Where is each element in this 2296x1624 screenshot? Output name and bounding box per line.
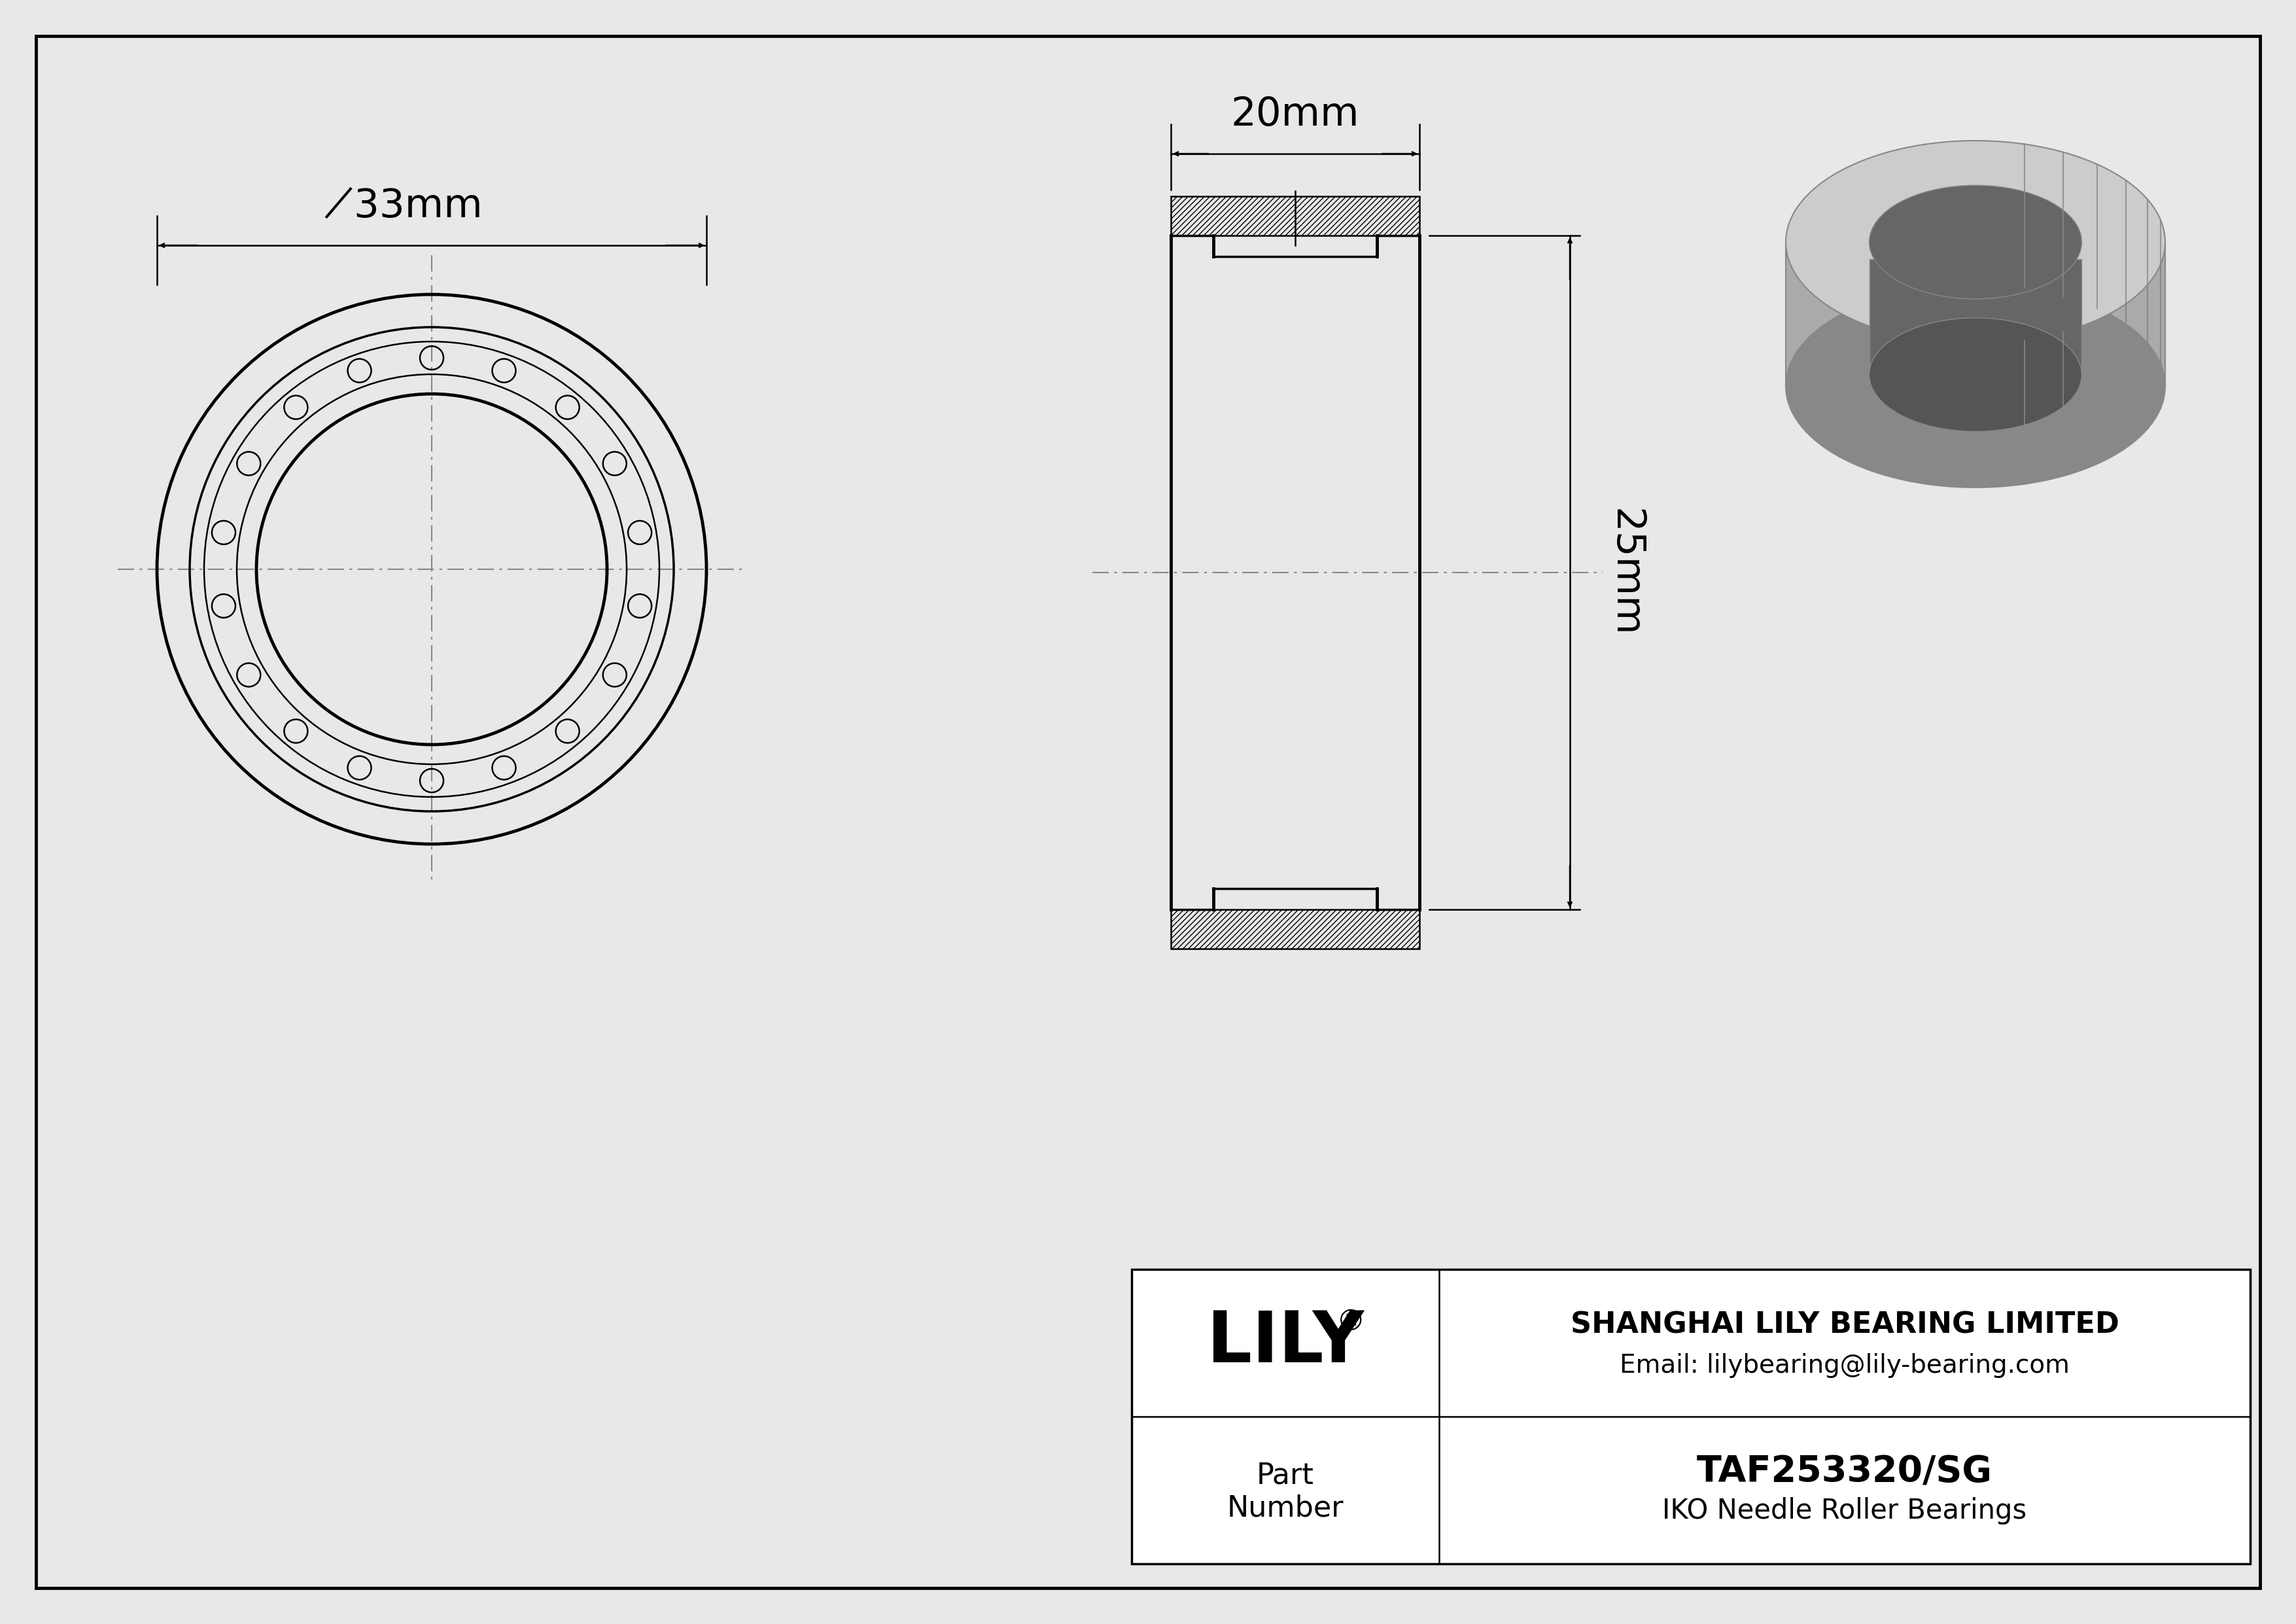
Text: 20mm: 20mm bbox=[1231, 96, 1359, 135]
Bar bbox=[1171, 197, 1419, 235]
Text: ®: ® bbox=[1336, 1307, 1366, 1337]
Ellipse shape bbox=[1869, 318, 2082, 432]
Text: ̸33mm: ̸33mm bbox=[354, 187, 482, 226]
Ellipse shape bbox=[1869, 185, 2082, 299]
Text: LILY: LILY bbox=[1208, 1309, 1364, 1377]
Text: IKO Needle Roller Bearings: IKO Needle Roller Bearings bbox=[1662, 1497, 2027, 1525]
Text: TAF253320/SG: TAF253320/SG bbox=[1697, 1453, 1993, 1489]
Text: Email: lilybearing@lily-bearing.com: Email: lilybearing@lily-bearing.com bbox=[1619, 1353, 2069, 1379]
Text: 25mm: 25mm bbox=[1605, 508, 1644, 637]
Polygon shape bbox=[1786, 242, 2165, 387]
Bar bbox=[1132, 1270, 2250, 1564]
Polygon shape bbox=[1869, 260, 2082, 375]
Text: Part: Part bbox=[1256, 1462, 1313, 1489]
Ellipse shape bbox=[1786, 141, 2165, 344]
Ellipse shape bbox=[1786, 284, 2165, 487]
Text: SHANGHAI LILY BEARING LIMITED: SHANGHAI LILY BEARING LIMITED bbox=[1570, 1311, 2119, 1338]
Text: Number: Number bbox=[1226, 1494, 1343, 1523]
Bar bbox=[1171, 909, 1419, 948]
